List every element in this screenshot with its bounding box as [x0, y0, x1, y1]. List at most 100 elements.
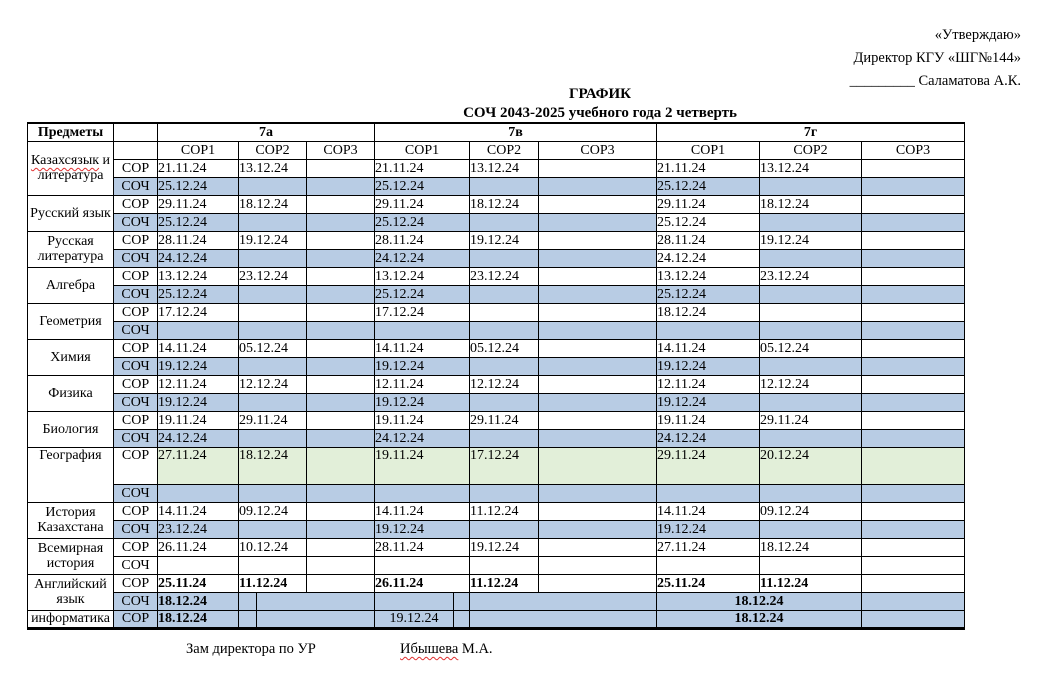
date-cell: [157, 320, 239, 340]
date-cell: [538, 483, 657, 503]
subject-cell: История Казахстана: [27, 501, 114, 539]
date-cell: 28.11.24: [157, 230, 239, 250]
row-label-cell: СОЧ: [113, 248, 158, 268]
row-label-cell: СОР: [113, 266, 158, 286]
date-cell: [469, 483, 539, 503]
row-label-cell: СОЧ: [113, 555, 158, 575]
date-cell: 19.11.24: [374, 446, 470, 485]
date-cell: 26.11.24: [157, 537, 239, 557]
date-cell: [860, 410, 966, 430]
subject-cell: Геометрия: [27, 302, 114, 340]
spacer-cell: [256, 609, 375, 629]
soch-schedule-table: Предметы 7а 7в 7г Казахсязык и литература СОР…: [27, 122, 966, 630]
spacer-cell: [453, 591, 470, 611]
date-cell: [759, 302, 862, 322]
misspelled-word: Ибышева: [400, 641, 459, 657]
row-label-cell: СОР: [113, 537, 158, 557]
date-cell: [238, 302, 307, 322]
date-cell: [469, 212, 539, 232]
date-cell: [860, 446, 966, 485]
approval-block: «Утверждаю» Директор КГУ «ШГ№144» ______…: [850, 24, 1021, 93]
spacer-cell: [453, 609, 470, 629]
date-cell: [538, 519, 657, 539]
sor-column-header: СОР1: [374, 140, 470, 160]
date-cell: [538, 320, 657, 340]
table-row: Казахсязык и литература СОР1 СОР2 СОР3 СОР1 С…: [27, 140, 966, 196]
spacer-cell: [469, 591, 657, 611]
date-cell: [860, 248, 966, 268]
subjects-column-header: Предметы: [27, 122, 114, 142]
date-cell: 13.12.24: [656, 266, 760, 286]
table-row: Физика СОР 12.11.24 12.12.24 12.11.24 12.12.2…: [27, 374, 966, 412]
table-row: информатика СОР 18.12.24 19.12.24 18.12.24: [27, 609, 966, 629]
spacer-cell: [469, 609, 657, 629]
date-cell: [860, 338, 966, 358]
row-label-cell: СОР: [113, 230, 158, 250]
date-cell: [306, 410, 375, 430]
date-cell: [538, 248, 657, 268]
sor-column-header: СОР3: [538, 140, 657, 160]
date-cell: [157, 555, 239, 575]
date-cell: [306, 212, 375, 232]
table-row: СОЧ: [28, 320, 966, 340]
date-cell: [306, 338, 375, 358]
date-cell: 19.12.24: [469, 230, 539, 250]
date-cell: [374, 555, 470, 575]
date-cell: 14.11.24: [656, 338, 760, 358]
table-row: СОЧ 19.12.24 19.12.24 19.12.24: [28, 392, 966, 412]
table-row: Геометрия СОР 17.12.24 17.12.24 18.12.24: [27, 302, 966, 340]
date-cell: [759, 392, 862, 412]
row-label-cell: СОР: [113, 501, 158, 521]
date-cell: 28.11.24: [374, 230, 470, 250]
date-cell: 18.12.24: [759, 537, 862, 557]
date-cell: 19.11.24: [157, 410, 239, 430]
date-cell: 23.12.24: [469, 266, 539, 286]
class-header-7g: 7г: [655, 122, 966, 142]
row-label-cell: СОЧ: [113, 428, 158, 448]
date-cell: [656, 483, 760, 503]
table-row: СОЧ 23.12.24 19.12.24 19.12.24: [28, 519, 966, 539]
date-cell: 25.12.24: [157, 212, 239, 232]
date-cell: [374, 320, 470, 340]
date-cell: [538, 537, 657, 557]
empty-header-cell: [113, 122, 158, 142]
date-cell: 19.12.24: [374, 609, 454, 629]
row-label-cell: СОЧ: [113, 284, 158, 304]
document-title: ГРАФИК СОЧ 2043-2025 учебного года 2 чет…: [146, 85, 1054, 123]
date-cell: 09.12.24: [238, 501, 307, 521]
date-cell: 26.11.24: [374, 573, 470, 593]
date-cell: 29.11.24: [374, 194, 470, 214]
date-cell: [306, 194, 375, 214]
date-cell: 19.11.24: [374, 410, 470, 430]
date-cell: 25.12.24: [374, 212, 470, 232]
sor-column-header: СОР3: [306, 140, 375, 160]
date-cell: [306, 374, 375, 394]
approval-signature-line: _________ Саламатова А.К.: [849, 73, 1021, 89]
row-label-cell: СОР: [113, 410, 158, 430]
date-cell: 14.11.24: [157, 338, 239, 358]
sor-column-header: СОР2: [469, 140, 539, 160]
date-cell: 13.12.24: [469, 158, 539, 178]
date-cell: 25.12.24: [157, 284, 239, 304]
date-cell: 12.11.24: [656, 374, 760, 394]
date-cell: [538, 428, 657, 448]
date-cell: [759, 356, 862, 376]
date-cell: [860, 266, 966, 286]
date-cell: [860, 483, 966, 503]
table-row: История Казахстана СОР 14.11.24 09.12.24 14.…: [27, 501, 966, 539]
date-cell: [306, 356, 375, 376]
date-cell: 12.12.24: [759, 374, 862, 394]
date-cell: [538, 356, 657, 376]
date-cell: 19.12.24: [656, 392, 760, 412]
date-cell: 14.11.24: [374, 501, 470, 521]
date-cell: [656, 320, 760, 340]
date-cell: [538, 501, 657, 521]
date-cell: [538, 194, 657, 214]
date-cell: 13.12.24: [157, 266, 239, 286]
date-cell: [469, 284, 539, 304]
date-cell: [157, 483, 239, 503]
date-cell: 12.11.24: [374, 374, 470, 394]
class-header-7a: 7а: [157, 122, 375, 142]
date-cell: 20.12.24: [759, 446, 862, 485]
date-cell: [860, 230, 966, 250]
